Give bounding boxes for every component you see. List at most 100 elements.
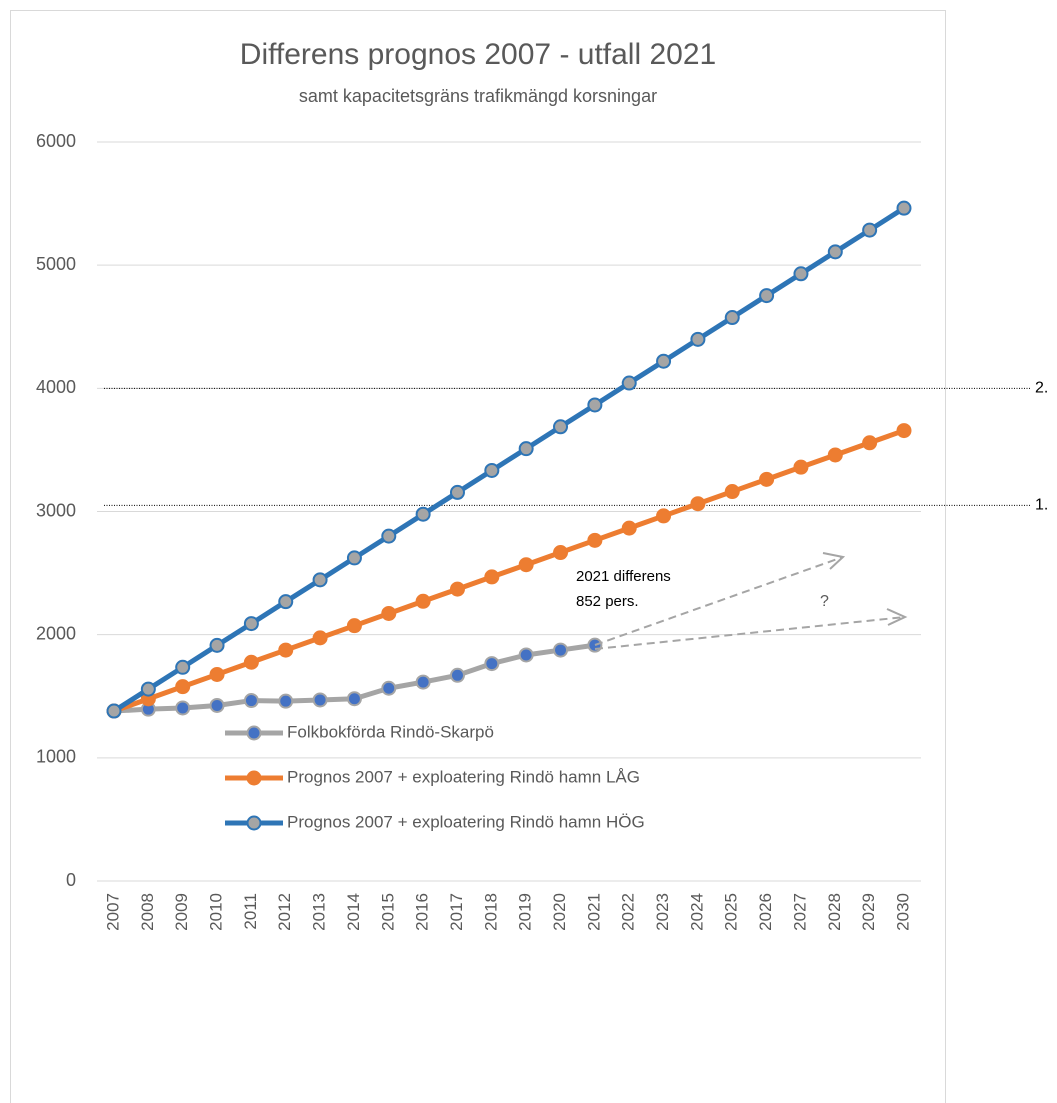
data-point xyxy=(621,520,637,536)
data-point xyxy=(209,666,225,682)
data-point xyxy=(484,656,500,672)
data-point xyxy=(656,353,672,369)
x-tick-label: 2016 xyxy=(413,893,432,931)
legend-label: Prognos 2007 + exploatering Rindö hamn L… xyxy=(287,767,640,786)
data-point xyxy=(278,594,294,610)
data-point xyxy=(793,266,809,282)
data-point xyxy=(140,681,156,697)
data-point xyxy=(759,288,775,304)
data-point xyxy=(656,508,672,524)
data-point xyxy=(415,674,431,690)
arrowhead xyxy=(886,608,908,626)
y-tick-label: 6000 xyxy=(36,131,76,151)
data-point xyxy=(793,459,809,475)
data-point xyxy=(690,331,706,347)
data-point xyxy=(518,557,534,573)
data-point xyxy=(381,605,397,621)
x-tick-label: 2017 xyxy=(447,893,466,931)
arrowhead xyxy=(822,552,846,570)
data-point xyxy=(759,471,775,487)
data-point xyxy=(587,637,603,653)
data-point xyxy=(553,545,569,561)
y-tick-label: 2000 xyxy=(36,623,76,643)
y-tick-label: 5000 xyxy=(36,254,76,274)
x-tick-label: 2023 xyxy=(653,893,672,931)
data-point xyxy=(312,572,328,588)
y-tick-label: 3000 xyxy=(36,500,76,520)
legend-marker xyxy=(246,770,262,786)
x-tick-label: 2026 xyxy=(756,893,775,931)
data-point xyxy=(621,375,637,391)
data-point xyxy=(175,700,191,716)
arrow xyxy=(594,556,844,646)
data-point xyxy=(724,310,740,326)
y-tick-label: 0 xyxy=(66,870,76,890)
x-tick-label: 2027 xyxy=(790,893,809,931)
data-point xyxy=(243,654,259,670)
data-point xyxy=(312,692,328,708)
x-tick-label: 2010 xyxy=(207,893,226,931)
data-point xyxy=(381,528,397,544)
y-tick-label: 1000 xyxy=(36,747,76,767)
legend-label: Folkbokförda Rindö-Skarpö xyxy=(287,722,494,741)
data-point xyxy=(415,506,431,522)
data-point xyxy=(553,642,569,658)
data-point xyxy=(518,647,534,663)
x-tick-label: 2009 xyxy=(172,893,191,931)
x-tick-label: 2007 xyxy=(103,893,122,931)
data-point xyxy=(862,435,878,451)
data-point xyxy=(827,244,843,260)
data-point xyxy=(724,484,740,500)
data-point xyxy=(346,550,362,566)
data-point xyxy=(553,419,569,435)
data-point xyxy=(449,667,465,683)
x-tick-label: 2030 xyxy=(893,893,912,931)
chart-border xyxy=(10,10,946,1103)
data-point xyxy=(243,616,259,632)
legend-marker xyxy=(246,815,262,831)
data-point xyxy=(896,423,912,439)
data-point xyxy=(415,593,431,609)
x-tick-label: 2025 xyxy=(722,893,741,931)
x-tick-label: 2012 xyxy=(275,893,294,931)
data-point xyxy=(106,703,122,719)
data-point xyxy=(278,642,294,658)
annotation: 2021 differens xyxy=(576,568,671,585)
y-tick-label: 4000 xyxy=(36,377,76,397)
chart-subtitle: samt kapacitetsgräns trafikmängd korsnin… xyxy=(299,86,657,106)
data-point xyxy=(209,697,225,713)
x-tick-label: 2024 xyxy=(687,893,706,931)
chart-title: Differens prognos 2007 - utfall 2021 xyxy=(240,38,716,71)
data-point xyxy=(484,462,500,478)
x-tick-label: 2021 xyxy=(584,893,603,931)
data-point xyxy=(346,618,362,634)
x-tick-label: 2029 xyxy=(859,893,878,931)
x-tick-label: 2018 xyxy=(481,893,500,931)
data-point xyxy=(518,441,534,457)
data-point xyxy=(381,680,397,696)
reference-label: 2. xyxy=(1035,380,1048,397)
legend-label: Prognos 2007 + exploatering Rindö hamn H… xyxy=(287,812,645,831)
annotation: 852 pers. xyxy=(576,593,639,610)
data-point xyxy=(587,532,603,548)
data-point xyxy=(449,484,465,500)
plot: 0 1000 2000 3000 4000 5000 6000 2007 2008 2009 201… xyxy=(36,131,1048,931)
data-point xyxy=(175,679,191,695)
data-point xyxy=(346,691,362,707)
x-tick-label: 2011 xyxy=(241,893,260,930)
data-point xyxy=(243,693,259,709)
data-point xyxy=(278,693,294,709)
x-tick-label: 2015 xyxy=(378,893,397,931)
data-point xyxy=(896,200,912,216)
legend-marker xyxy=(246,725,262,741)
x-tick-label: 2020 xyxy=(550,893,569,931)
data-point xyxy=(449,581,465,597)
data-point xyxy=(862,222,878,238)
reference-label: 1. xyxy=(1035,497,1048,514)
x-tick-label: 2008 xyxy=(138,893,157,931)
data-point xyxy=(827,447,843,463)
data-point xyxy=(312,630,328,646)
data-point xyxy=(175,659,191,675)
